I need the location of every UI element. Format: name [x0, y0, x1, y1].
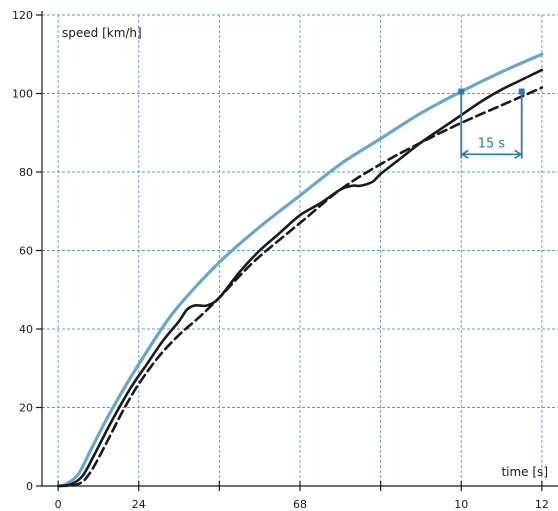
x-tick-label-0: 0	[55, 498, 62, 511]
y-tick-label-3: 60	[19, 245, 33, 258]
grid-lines	[42, 14, 558, 486]
y-axis-label: speed [km/h]	[62, 26, 142, 40]
annotation-group: 15 s	[458, 88, 525, 160]
x-axis-label: time [s]	[501, 465, 548, 479]
x-tick-label-6: 12	[535, 498, 549, 511]
y-tick-label-4: 80	[19, 166, 33, 179]
series-line-1	[56, 68, 544, 488]
annotation-marker-start	[458, 88, 465, 95]
annotation-arrowhead-right	[514, 149, 523, 160]
axis-labels-group: speed [km/h] time [s]	[62, 26, 548, 479]
annotation-label: 15 s	[478, 136, 506, 151]
y-tick-label-2: 40	[19, 323, 33, 336]
axes: 0 20 40 60 80 100 120 0 24 68 10 12	[12, 9, 558, 511]
y-tick-label-0: 0	[26, 480, 33, 493]
y-tick-label-6: 120	[12, 9, 33, 22]
annotation-arrowhead-left	[460, 149, 469, 160]
y-tick-label-5: 100	[12, 88, 33, 101]
x-tick-label-1: 24	[132, 498, 146, 511]
annotation-marker-end	[518, 88, 525, 95]
x-tick-label-5: 10	[454, 498, 468, 511]
data-series	[56, 52, 544, 488]
x-tick-label-3: 68	[293, 498, 307, 511]
series-line-0	[56, 52, 544, 488]
y-tick-label-1: 20	[19, 402, 33, 415]
